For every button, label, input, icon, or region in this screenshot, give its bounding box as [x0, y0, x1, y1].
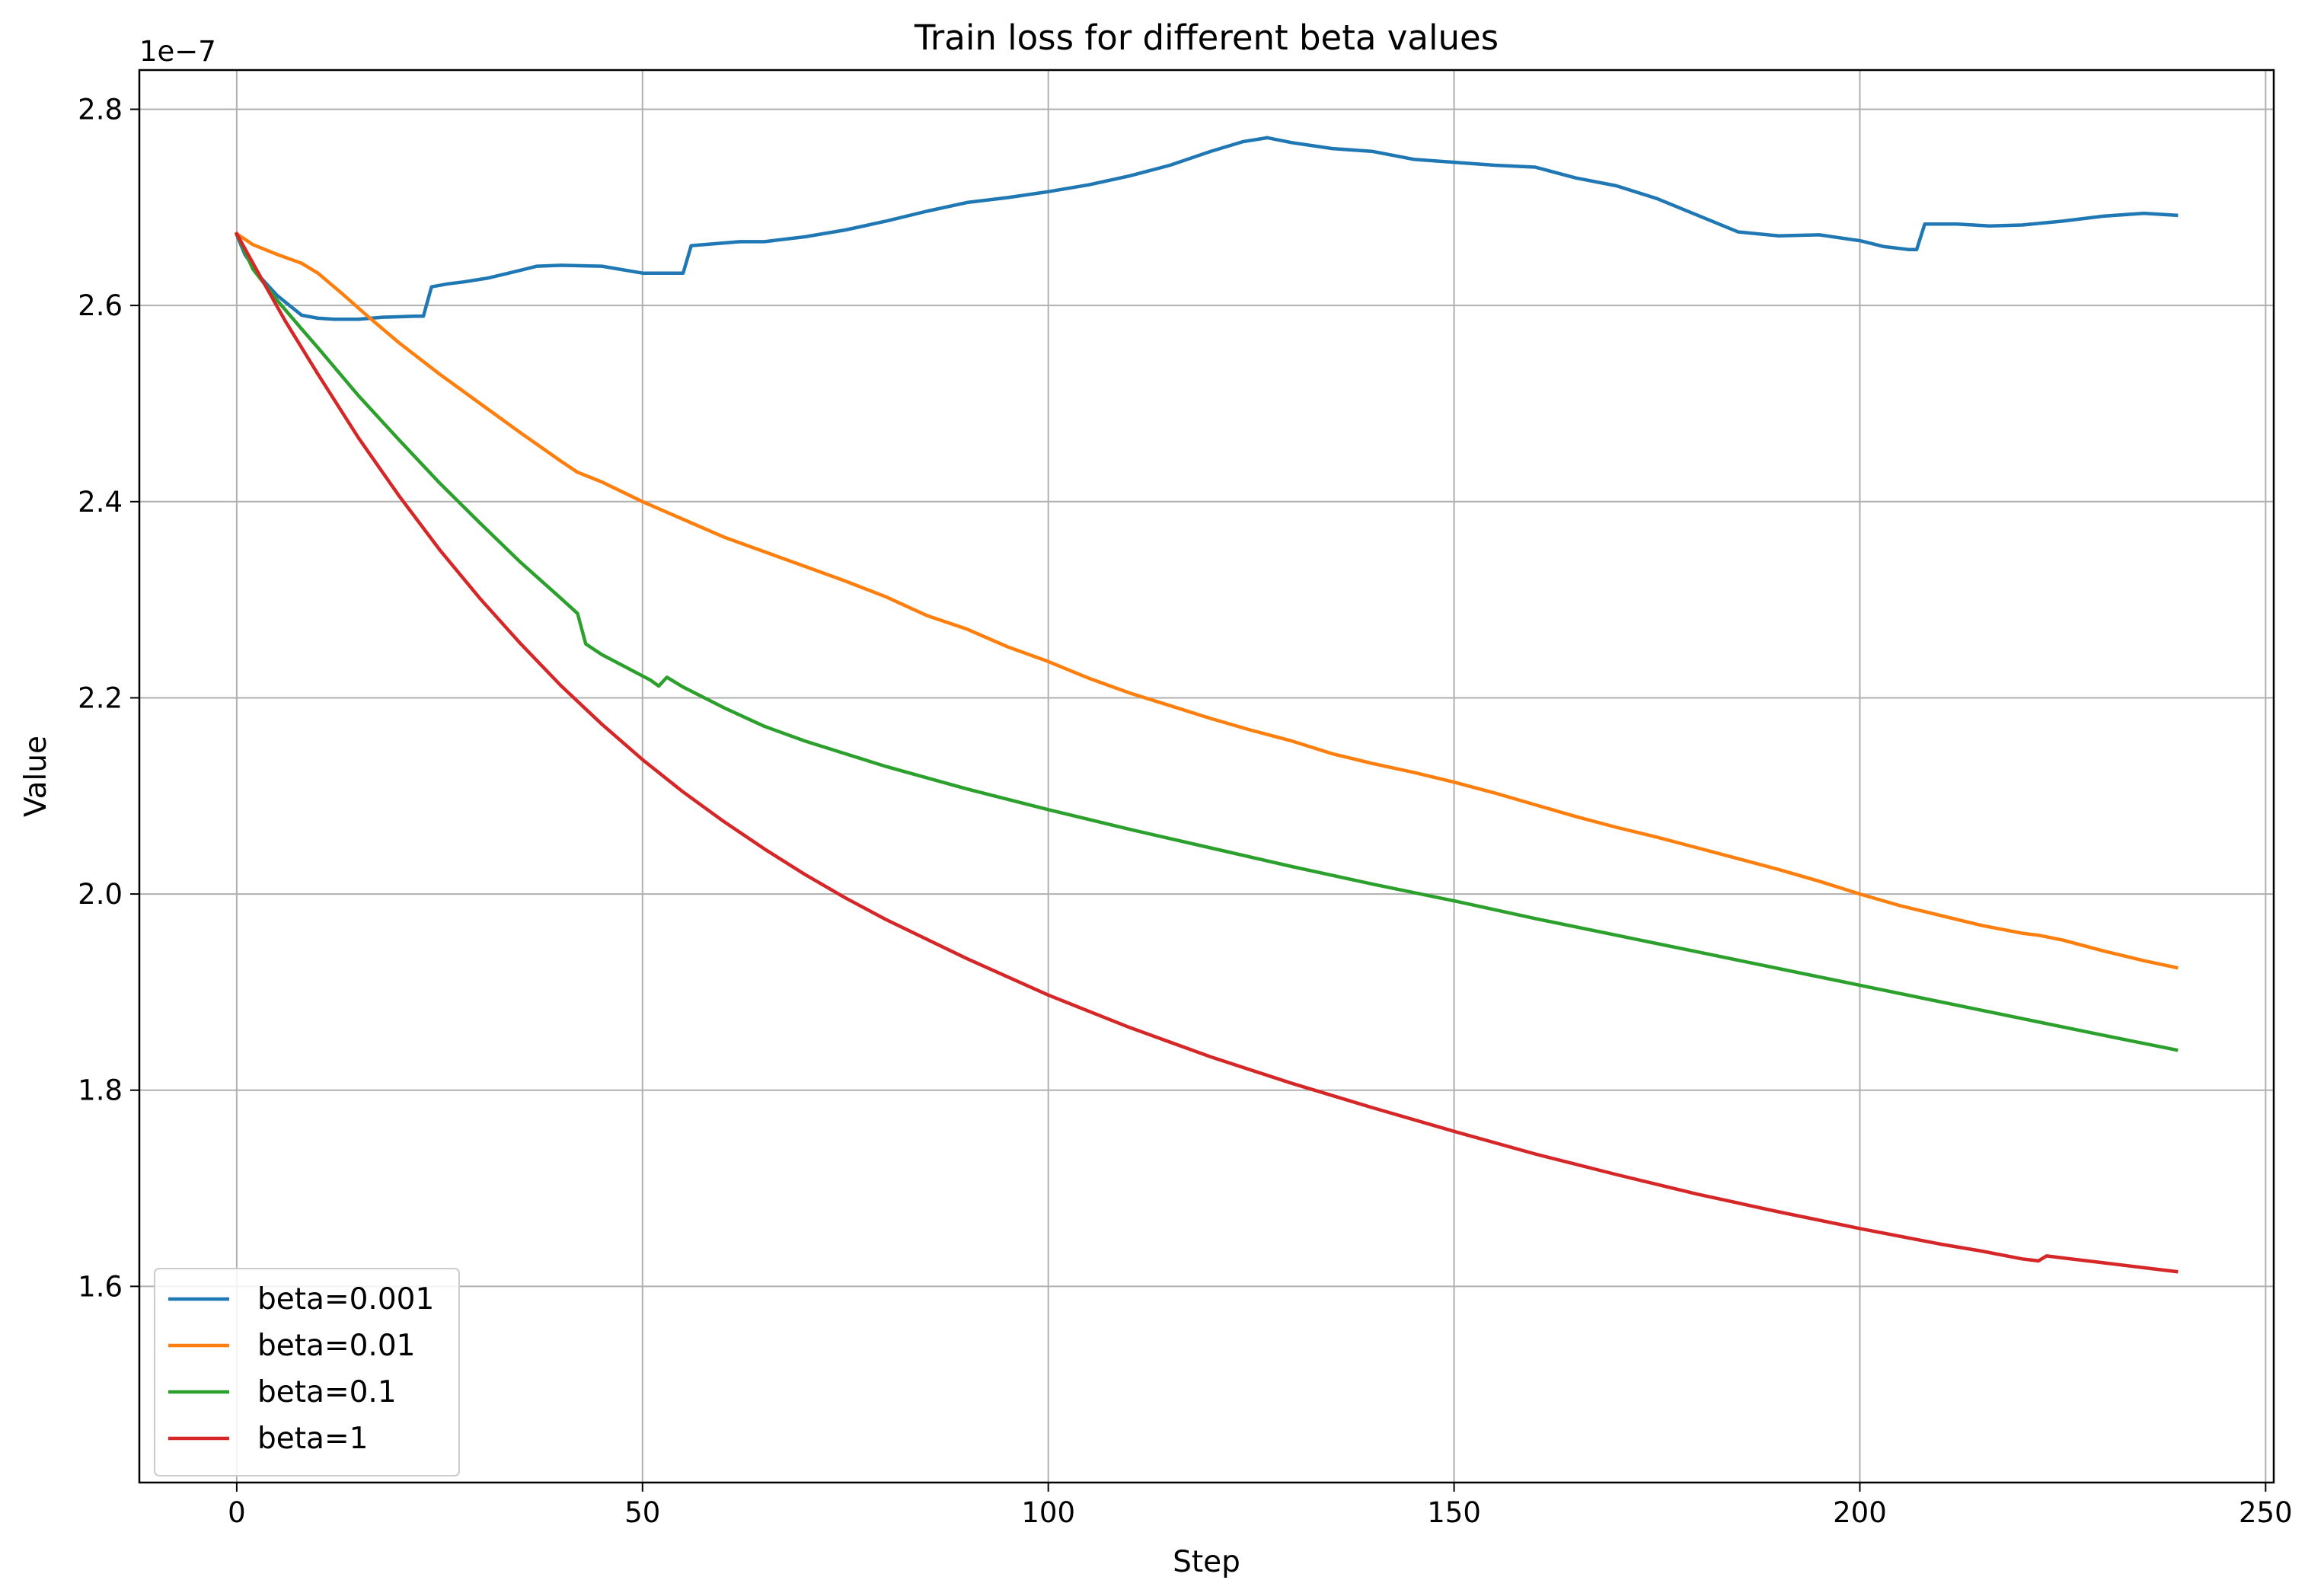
grid [139, 70, 2274, 1483]
legend-label: beta=1 [257, 1422, 368, 1456]
plot-frame [138, 69, 2275, 1484]
y-tick-label: 2.4 [78, 486, 123, 519]
series-line-beta-0-001 [234, 136, 2179, 321]
x-tick-label: 0 [228, 1496, 246, 1529]
x-tick-label: 100 [1021, 1496, 1075, 1529]
axis-ticks: 0 50 100 150 200 250 1.6 1.8 2.0 2.2 2.4 2.6 2.8 [78, 94, 2292, 1529]
y-tick-label: 1.6 [78, 1270, 123, 1303]
legend-label: beta=0.1 [257, 1375, 397, 1409]
x-tick-label: 150 [1427, 1496, 1481, 1529]
series-line-beta-1 [234, 231, 2179, 1274]
y-tick-label: 2.8 [78, 94, 123, 126]
legend-label: beta=0.01 [257, 1329, 415, 1363]
legend: beta=0.001 beta=0.01 beta=0.1 beta=1 [154, 1268, 460, 1476]
legend-box [154, 1268, 460, 1476]
x-tick-label: 200 [1833, 1496, 1887, 1529]
y-axis-label: Value [19, 736, 53, 817]
x-tick-label: 250 [2239, 1496, 2293, 1529]
y-axis-offset-label: 1e−7 [139, 35, 216, 68]
y-tick-label: 1.8 [78, 1074, 123, 1107]
x-axis-label: Step [1173, 1545, 1240, 1579]
y-tick-label: 2.6 [78, 289, 123, 322]
series-line-beta-0-01 [234, 231, 2179, 970]
y-tick-label: 2.0 [78, 878, 123, 911]
x-tick-label: 50 [624, 1496, 660, 1529]
chart-title: Train loss for different beta values [914, 18, 1499, 58]
legend-label: beta=0.001 [257, 1282, 434, 1317]
plot-lines [234, 136, 2179, 1274]
y-tick-label: 2.2 [78, 681, 123, 714]
series-line-beta-0-1 [234, 231, 2179, 1052]
